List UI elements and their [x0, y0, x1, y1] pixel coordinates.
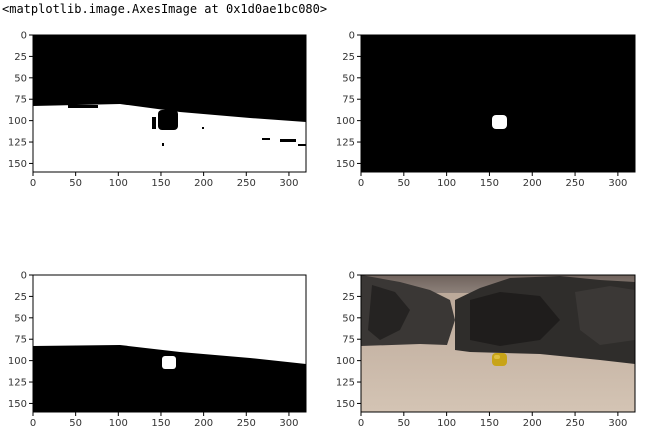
x-tick-label: 300 — [608, 178, 627, 189]
x-tick-label: 300 — [279, 418, 298, 429]
y-tick-label: 75 — [342, 95, 355, 106]
x-tick-label: 150 — [480, 178, 499, 189]
y-tick-label: 150 — [336, 159, 355, 170]
axes-frame — [360, 274, 636, 413]
speckle — [162, 143, 164, 146]
x-tick-label: 100 — [109, 178, 128, 189]
y-tick-label: 0 — [21, 31, 27, 42]
y-tick-label: 25 — [342, 292, 355, 303]
panel-rover-camera-image — [360, 274, 636, 413]
axes-frame — [32, 34, 307, 173]
x-tick-label: 0 — [358, 418, 364, 429]
rock-hole — [158, 110, 178, 130]
y-tick-label: 50 — [342, 73, 355, 84]
speckle — [68, 105, 98, 108]
x-tick-label: 200 — [194, 178, 213, 189]
x-tick-label: 50 — [69, 418, 82, 429]
panel-navigable-threshold — [32, 34, 307, 173]
y-tick-label: 125 — [336, 138, 355, 149]
x-tick-label: 250 — [237, 418, 256, 429]
y-tick-label: 50 — [14, 313, 27, 324]
y-tick-label: 150 — [8, 159, 27, 170]
y-tick-label: 25 — [342, 52, 355, 63]
y-tick-label: 150 — [8, 399, 27, 410]
rock-face — [575, 286, 635, 345]
sample-rock — [492, 353, 507, 366]
x-tick-label: 250 — [237, 178, 256, 189]
x-tick-label: 150 — [480, 418, 499, 429]
y-tick-label: 125 — [8, 378, 27, 389]
speckle — [202, 127, 204, 129]
x-tick-label: 50 — [69, 178, 82, 189]
panel-obstacle-threshold — [32, 274, 307, 413]
y-tick-label: 0 — [21, 271, 27, 282]
y-tick-label: 75 — [342, 335, 355, 346]
y-tick-label: 100 — [8, 356, 27, 367]
dark-region — [33, 345, 306, 412]
panel-image-background — [361, 35, 635, 172]
axes-frame — [32, 274, 307, 413]
x-tick-label: 0 — [30, 418, 36, 429]
y-tick-label: 100 — [336, 356, 355, 367]
y-tick-label: 150 — [336, 399, 355, 410]
x-tick-label: 100 — [437, 178, 456, 189]
y-tick-label: 50 — [14, 73, 27, 84]
x-tick-label: 200 — [523, 178, 542, 189]
dark-region — [33, 35, 306, 122]
x-tick-label: 0 — [30, 178, 36, 189]
rock-shadow — [368, 285, 410, 340]
x-tick-label: 100 — [109, 418, 128, 429]
speckle — [262, 138, 270, 140]
x-tick-label: 300 — [608, 418, 627, 429]
speckle — [298, 144, 306, 146]
x-tick-label: 100 — [437, 418, 456, 429]
sample-highlight — [494, 355, 500, 359]
x-tick-label: 250 — [566, 418, 585, 429]
y-tick-label: 125 — [8, 138, 27, 149]
y-tick-label: 125 — [336, 378, 355, 389]
panel-rock-threshold — [360, 34, 636, 173]
rock-blob — [492, 115, 507, 129]
y-tick-label: 50 — [342, 313, 355, 324]
x-tick-label: 150 — [151, 178, 170, 189]
x-tick-label: 50 — [397, 418, 410, 429]
x-tick-label: 150 — [151, 418, 170, 429]
y-tick-label: 100 — [8, 116, 27, 127]
rock-patch — [162, 356, 176, 369]
y-tick-label: 100 — [336, 116, 355, 127]
speckle — [152, 117, 156, 129]
rock-shadow — [470, 292, 560, 346]
x-tick-label: 50 — [397, 178, 410, 189]
output-repr-text: <matplotlib.image.AxesImage at 0x1d0ae1b… — [2, 2, 328, 16]
y-tick-label: 0 — [349, 31, 355, 42]
y-tick-label: 75 — [14, 335, 27, 346]
x-tick-label: 200 — [523, 418, 542, 429]
x-tick-label: 250 — [566, 178, 585, 189]
axes-frame — [360, 34, 636, 173]
y-tick-label: 25 — [14, 52, 27, 63]
y-tick-label: 0 — [349, 271, 355, 282]
y-tick-label: 75 — [14, 95, 27, 106]
speckle — [280, 139, 296, 142]
x-tick-label: 300 — [279, 178, 298, 189]
x-tick-label: 200 — [194, 418, 213, 429]
x-tick-label: 0 — [358, 178, 364, 189]
y-tick-label: 25 — [14, 292, 27, 303]
